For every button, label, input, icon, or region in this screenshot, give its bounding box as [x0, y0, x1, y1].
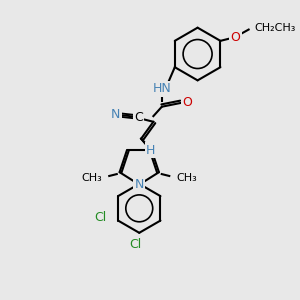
Text: N: N — [111, 108, 120, 121]
Text: O: O — [230, 31, 240, 44]
Text: CH₃: CH₃ — [81, 173, 102, 183]
Text: Cl: Cl — [94, 211, 107, 224]
Text: O: O — [182, 97, 192, 110]
Text: C: C — [134, 111, 143, 124]
Text: H: H — [146, 143, 155, 157]
Text: Cl: Cl — [129, 238, 142, 250]
Text: CH₂CH₃: CH₂CH₃ — [254, 23, 296, 33]
Text: CH₃: CH₃ — [177, 173, 198, 183]
Text: HN: HN — [152, 82, 171, 95]
Text: N: N — [135, 178, 144, 191]
